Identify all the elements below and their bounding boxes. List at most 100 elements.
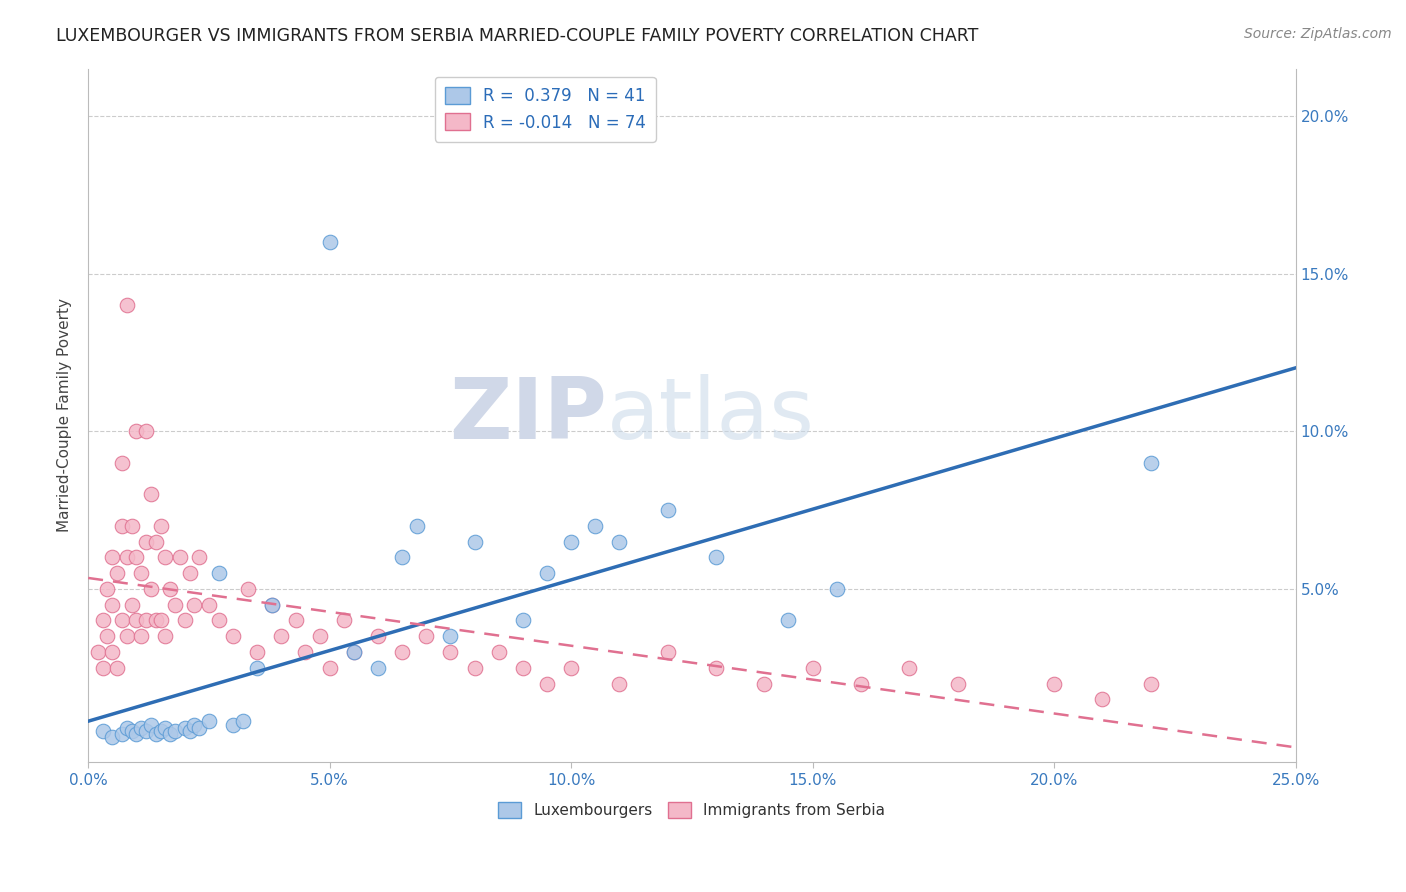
Point — [778, 614, 800, 628]
Point — [207, 566, 229, 581]
Text: ZIP: ZIP — [450, 374, 607, 457]
Point — [155, 629, 177, 643]
Point — [149, 723, 172, 738]
Text: atlas: atlas — [607, 374, 815, 457]
Point — [260, 598, 283, 612]
Point — [415, 629, 437, 643]
Point — [121, 598, 143, 612]
Point — [179, 723, 201, 738]
Point — [135, 614, 157, 628]
Point — [1139, 676, 1161, 690]
Point — [149, 519, 172, 533]
Point — [145, 727, 167, 741]
Point — [149, 614, 172, 628]
Point — [609, 676, 631, 690]
Point — [512, 614, 534, 628]
Point — [165, 598, 187, 612]
Point — [657, 503, 679, 517]
Point — [155, 721, 177, 735]
Point — [155, 550, 177, 565]
Point — [179, 566, 201, 581]
Point — [169, 550, 191, 565]
Point — [111, 456, 134, 470]
Point — [536, 566, 558, 581]
Point — [464, 661, 486, 675]
Point — [165, 723, 187, 738]
Point — [284, 614, 307, 628]
Point — [183, 598, 205, 612]
Y-axis label: Married-Couple Family Poverty: Married-Couple Family Poverty — [58, 299, 72, 533]
Point — [91, 661, 114, 675]
Point — [135, 723, 157, 738]
Point — [439, 645, 461, 659]
Point — [367, 629, 389, 643]
Point — [125, 550, 148, 565]
Point — [1043, 676, 1066, 690]
Point — [129, 566, 152, 581]
Point — [135, 534, 157, 549]
Point — [246, 645, 269, 659]
Point — [105, 661, 128, 675]
Point — [101, 730, 124, 744]
Point — [125, 727, 148, 741]
Point — [1139, 456, 1161, 470]
Point — [198, 714, 221, 729]
Point — [125, 614, 148, 628]
Point — [391, 645, 413, 659]
Point — [96, 582, 118, 596]
Point — [609, 534, 631, 549]
Point — [198, 598, 221, 612]
Point — [318, 235, 340, 249]
Point — [801, 661, 824, 675]
Point — [159, 582, 181, 596]
Point — [318, 661, 340, 675]
Text: Source: ZipAtlas.com: Source: ZipAtlas.com — [1244, 27, 1392, 41]
Point — [512, 661, 534, 675]
Point — [129, 721, 152, 735]
Point — [464, 534, 486, 549]
Point — [583, 519, 606, 533]
Point — [87, 645, 110, 659]
Point — [560, 661, 582, 675]
Point — [135, 424, 157, 438]
Point — [260, 598, 283, 612]
Point — [536, 676, 558, 690]
Point — [657, 645, 679, 659]
Point — [105, 566, 128, 581]
Legend: Luxembourgers, Immigrants from Serbia: Luxembourgers, Immigrants from Serbia — [492, 796, 891, 824]
Point — [111, 727, 134, 741]
Point — [101, 645, 124, 659]
Point — [849, 676, 872, 690]
Point — [207, 614, 229, 628]
Point — [188, 721, 211, 735]
Point — [173, 614, 195, 628]
Point — [246, 661, 269, 675]
Point — [405, 519, 427, 533]
Point — [125, 424, 148, 438]
Point — [173, 721, 195, 735]
Point — [145, 614, 167, 628]
Point — [101, 550, 124, 565]
Point — [115, 298, 138, 312]
Point — [1091, 692, 1114, 706]
Text: LUXEMBOURGER VS IMMIGRANTS FROM SERBIA MARRIED-COUPLE FAMILY POVERTY CORRELATION: LUXEMBOURGER VS IMMIGRANTS FROM SERBIA M… — [56, 27, 979, 45]
Point — [343, 645, 366, 659]
Point — [139, 487, 162, 501]
Point — [704, 550, 727, 565]
Point — [898, 661, 921, 675]
Point — [236, 582, 259, 596]
Point — [754, 676, 776, 690]
Point — [343, 645, 366, 659]
Point — [159, 727, 181, 741]
Point — [222, 717, 245, 731]
Point — [825, 582, 848, 596]
Point — [232, 714, 254, 729]
Point — [270, 629, 292, 643]
Point — [333, 614, 356, 628]
Point — [183, 717, 205, 731]
Point — [111, 519, 134, 533]
Point — [391, 550, 413, 565]
Point — [704, 661, 727, 675]
Point — [188, 550, 211, 565]
Point — [91, 614, 114, 628]
